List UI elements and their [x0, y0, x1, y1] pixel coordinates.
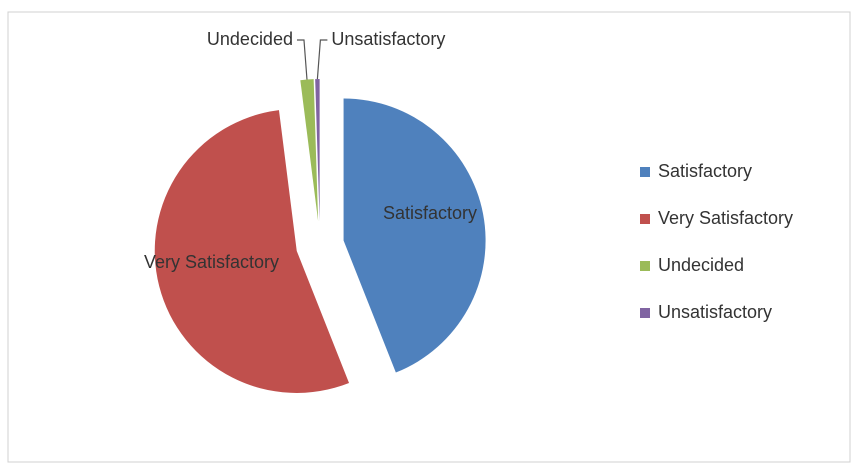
legend-label: Very Satisfactory	[658, 208, 793, 228]
slice-label: Very Satisfactory	[143, 251, 279, 272]
legend-label: Satisfactory	[658, 161, 752, 181]
legend-label: Undecided	[658, 255, 744, 275]
pie-slice	[315, 79, 320, 222]
legend-label: Unsatisfactory	[658, 302, 772, 322]
legend-swatch	[640, 261, 650, 271]
pie-slice	[300, 79, 319, 222]
pie-slice	[343, 98, 486, 373]
leader-line	[296, 39, 308, 80]
pie-slice	[154, 110, 350, 393]
slice-label: Satisfactory	[383, 203, 478, 223]
slice-label: Undecided	[207, 29, 293, 49]
slice-label: Unsatisfactory	[331, 29, 445, 49]
legend-swatch	[640, 214, 650, 224]
leader-line	[316, 39, 328, 80]
legend-swatch	[640, 167, 650, 177]
legend-swatch	[640, 308, 650, 318]
